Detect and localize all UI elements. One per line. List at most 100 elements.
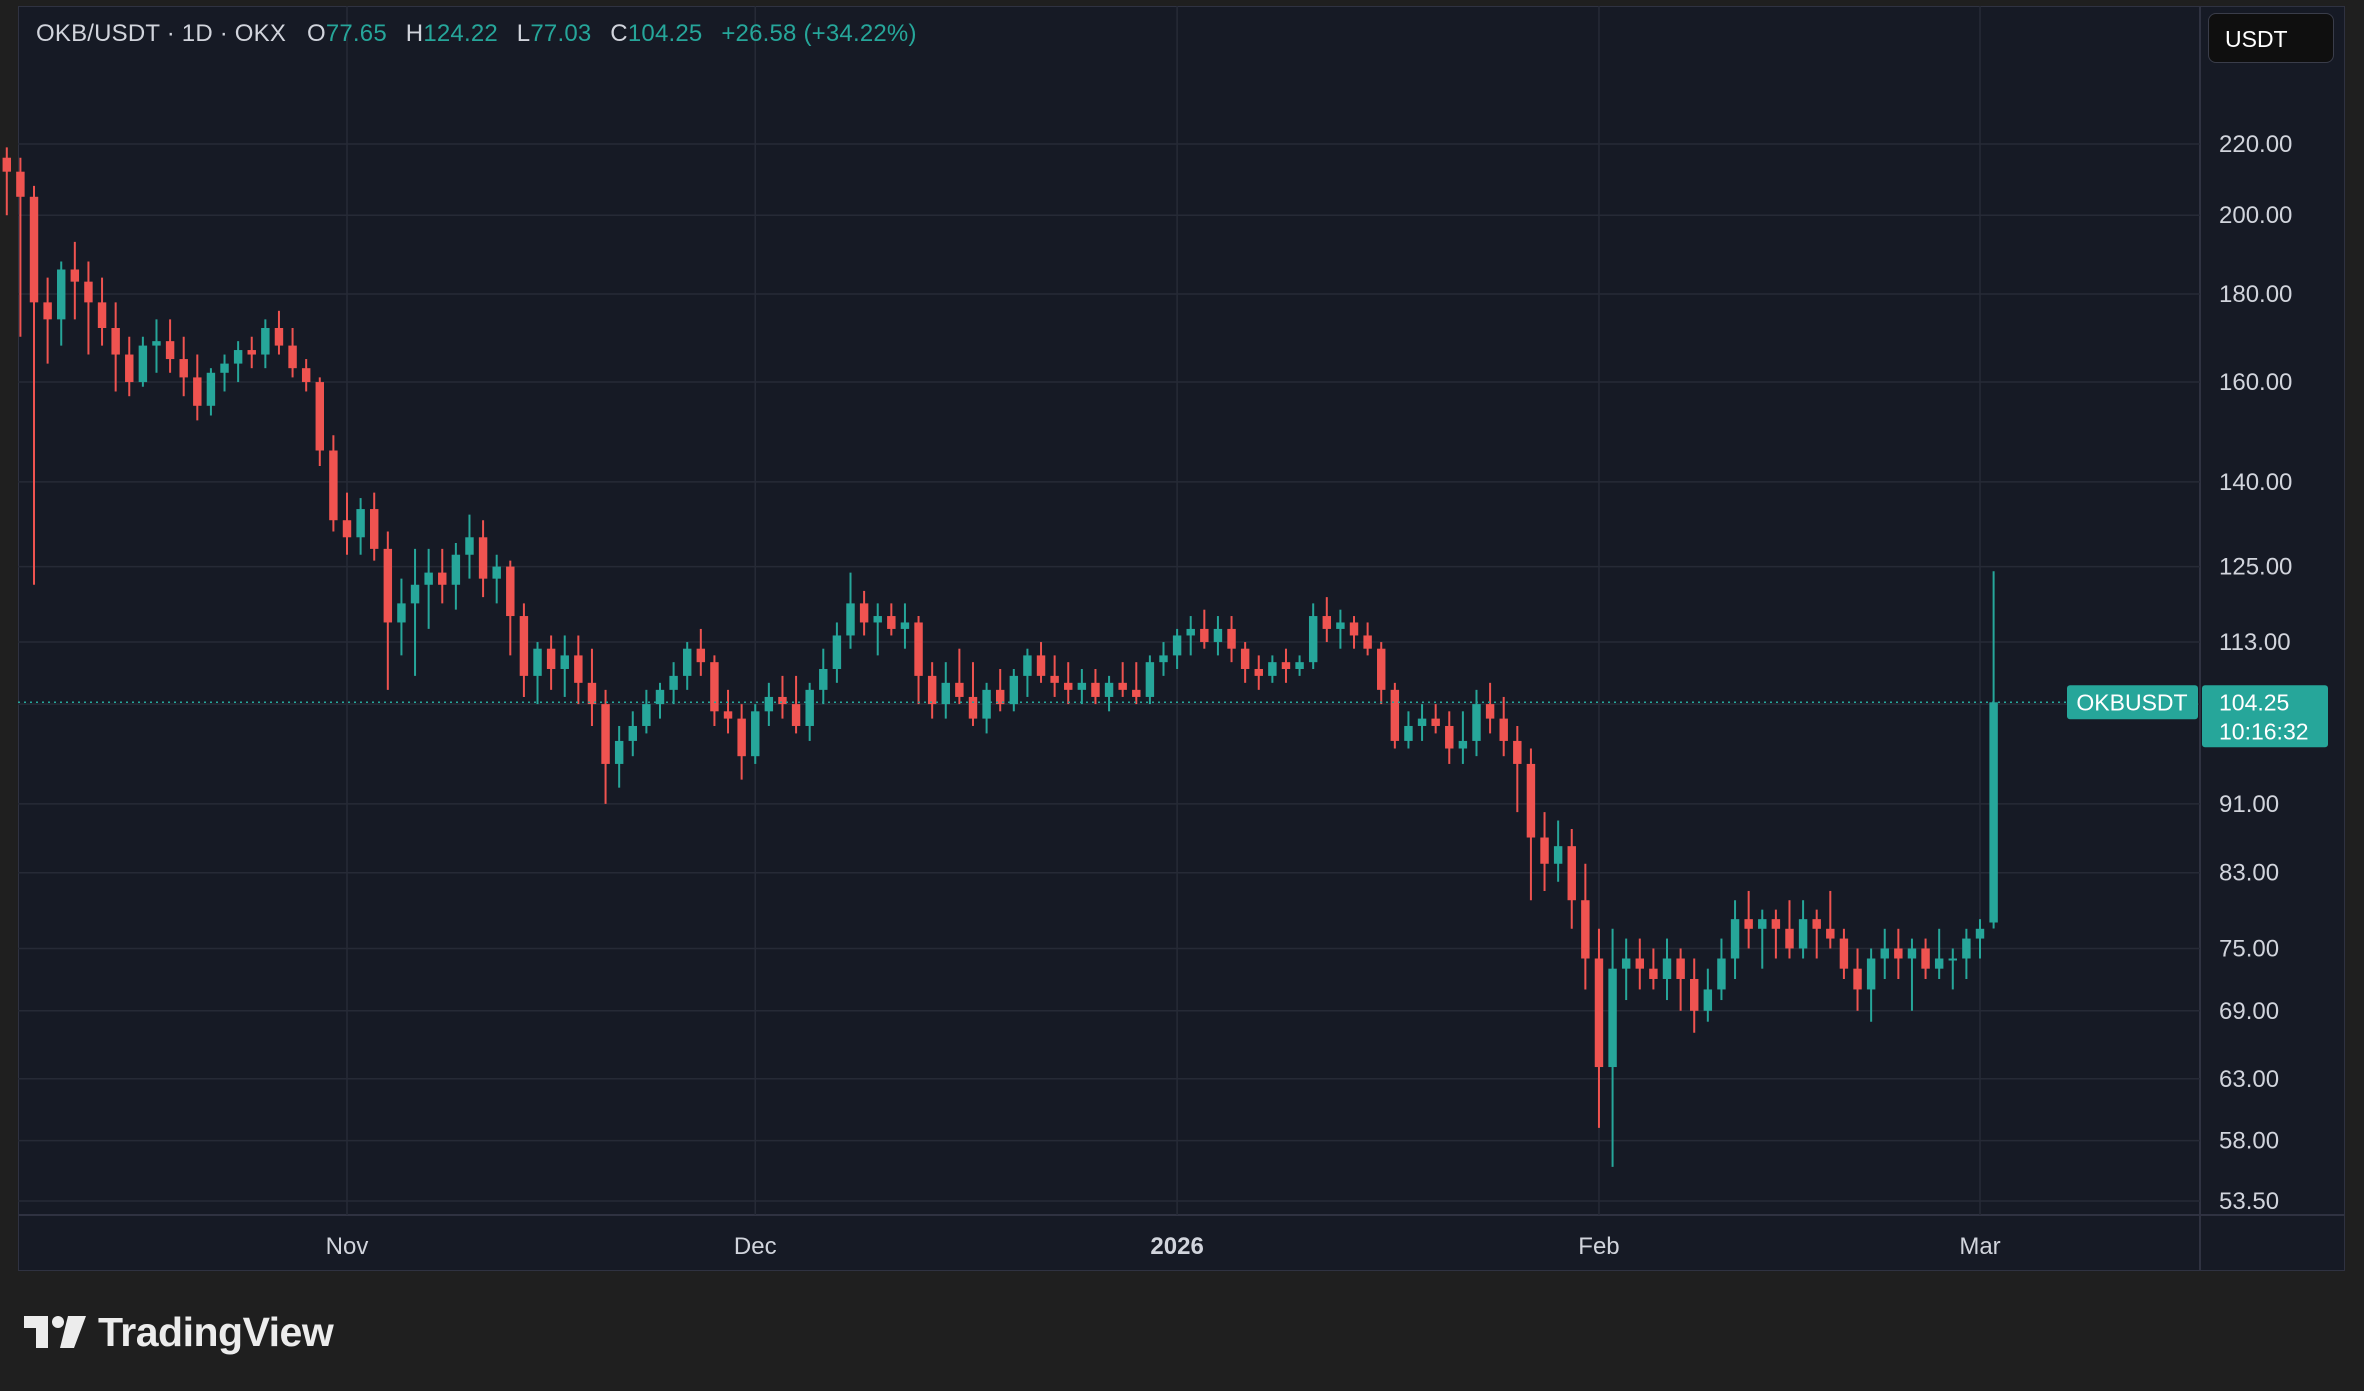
candle-body[interactable] bbox=[1036, 655, 1046, 676]
candle-body[interactable] bbox=[1540, 837, 1549, 864]
candle-body[interactable] bbox=[1417, 718, 1427, 726]
candle-body[interactable] bbox=[1717, 958, 1726, 990]
candle-body[interactable] bbox=[519, 616, 529, 676]
currency-button[interactable]: USDT bbox=[2208, 13, 2334, 63]
candle-body[interactable] bbox=[968, 696, 978, 719]
candle-body[interactable] bbox=[138, 345, 148, 383]
candle-body[interactable] bbox=[1349, 622, 1359, 636]
candle-body[interactable] bbox=[655, 689, 665, 705]
candle-body[interactable] bbox=[1758, 919, 1767, 929]
chart-panel[interactable] bbox=[18, 6, 2345, 1271]
candle-body[interactable] bbox=[342, 520, 352, 538]
candle-body[interactable] bbox=[274, 327, 284, 346]
candle-body[interactable] bbox=[995, 689, 1005, 705]
candle-body[interactable] bbox=[574, 655, 583, 683]
candle-body[interactable] bbox=[1009, 675, 1019, 705]
candle-body[interactable] bbox=[751, 711, 760, 757]
candle-body[interactable] bbox=[1989, 702, 1998, 923]
candle-body[interactable] bbox=[506, 566, 515, 617]
candle-body[interactable] bbox=[955, 682, 964, 697]
candle-body[interactable] bbox=[233, 350, 243, 364]
candle-body[interactable] bbox=[859, 603, 869, 623]
candle-body[interactable] bbox=[927, 675, 937, 705]
candle-body[interactable] bbox=[669, 675, 678, 690]
candle-body[interactable] bbox=[179, 359, 188, 378]
candle-body[interactable] bbox=[1295, 662, 1304, 669]
candle-body[interactable] bbox=[723, 711, 733, 719]
candle-body[interactable] bbox=[1703, 989, 1713, 1011]
candle-body[interactable] bbox=[819, 668, 828, 690]
candle-body[interactable] bbox=[1254, 668, 1263, 676]
candle-body[interactable] bbox=[1744, 919, 1753, 929]
candle-body[interactable] bbox=[1594, 958, 1604, 1068]
candle-body[interactable] bbox=[914, 622, 923, 676]
candle-body[interactable] bbox=[791, 704, 801, 726]
candle-body[interactable] bbox=[1336, 622, 1345, 629]
candle-body[interactable] bbox=[1445, 725, 1454, 749]
candle-body[interactable] bbox=[1690, 978, 1699, 1011]
candle-body[interactable] bbox=[1377, 648, 1386, 690]
candle-body[interactable] bbox=[1962, 938, 1971, 959]
candle-body[interactable] bbox=[1145, 662, 1155, 697]
candle-body[interactable] bbox=[97, 302, 107, 328]
candle-body[interactable] bbox=[1621, 958, 1631, 969]
candle-body[interactable] bbox=[288, 345, 297, 369]
candle-body[interactable] bbox=[778, 696, 787, 705]
candle-body[interactable] bbox=[356, 509, 365, 538]
candle-body[interactable] bbox=[1172, 635, 1182, 656]
candle-body[interactable] bbox=[1104, 682, 1114, 697]
candle-body[interactable] bbox=[478, 537, 488, 579]
candle-body[interactable] bbox=[1322, 616, 1332, 629]
candle-body[interactable] bbox=[1281, 662, 1291, 669]
candle-body[interactable] bbox=[1608, 968, 1617, 1068]
candle-body[interactable] bbox=[451, 554, 461, 585]
candle-body[interactable] bbox=[1077, 682, 1087, 690]
candle-body[interactable] bbox=[1091, 682, 1100, 697]
candle-body[interactable] bbox=[1485, 704, 1495, 719]
candle-body[interactable] bbox=[846, 603, 855, 636]
candle-body[interactable] bbox=[16, 171, 25, 197]
candle-body[interactable] bbox=[369, 509, 379, 549]
candle-body[interactable] bbox=[1553, 846, 1563, 864]
candle-body[interactable] bbox=[1499, 718, 1508, 741]
candle-body[interactable] bbox=[1513, 740, 1522, 764]
candle-body[interactable] bbox=[1064, 682, 1073, 690]
candle-body[interactable] bbox=[560, 655, 569, 669]
candle-body[interactable] bbox=[1023, 655, 1032, 676]
candle-body[interactable] bbox=[1268, 662, 1277, 676]
candle-body[interactable] bbox=[887, 616, 896, 629]
candle-body[interactable] bbox=[1934, 958, 1944, 969]
candle-body[interactable] bbox=[1921, 948, 1930, 969]
candle-body[interactable] bbox=[125, 354, 134, 383]
candle-body[interactable] bbox=[1894, 948, 1903, 959]
candle-body[interactable] bbox=[70, 269, 80, 282]
candle-body[interactable] bbox=[941, 682, 950, 705]
candle-body[interactable] bbox=[1567, 846, 1576, 901]
candle-body[interactable] bbox=[1798, 919, 1808, 949]
candle-body[interactable] bbox=[710, 662, 719, 712]
candle-body[interactable] bbox=[193, 377, 202, 406]
candle-body[interactable] bbox=[1240, 648, 1250, 669]
candle-body[interactable] bbox=[1649, 968, 1658, 979]
candle-body[interactable] bbox=[1227, 628, 1236, 649]
candle-body[interactable] bbox=[1907, 948, 1917, 959]
candle-body[interactable] bbox=[1785, 928, 1794, 949]
candle-body[interactable] bbox=[696, 648, 706, 663]
candle-body[interactable] bbox=[2, 157, 12, 172]
candle-body[interactable] bbox=[410, 584, 420, 604]
candle-body[interactable] bbox=[642, 704, 651, 726]
candle-body[interactable] bbox=[533, 648, 542, 676]
candle-body[interactable] bbox=[628, 725, 637, 741]
candle-body[interactable] bbox=[1308, 616, 1318, 663]
candle-body[interactable] bbox=[329, 450, 338, 521]
candle-body[interactable] bbox=[1200, 628, 1209, 643]
candle-body[interactable] bbox=[57, 269, 66, 320]
candle-body[interactable] bbox=[764, 696, 774, 712]
candle-body[interactable] bbox=[737, 718, 746, 757]
candle-body[interactable] bbox=[1771, 919, 1781, 929]
candle-body[interactable] bbox=[1118, 682, 1127, 690]
candle-body[interactable] bbox=[1581, 900, 1590, 959]
candle-body[interactable] bbox=[165, 341, 175, 360]
candle-body[interactable] bbox=[465, 537, 474, 555]
candle-body[interactable] bbox=[152, 341, 161, 346]
